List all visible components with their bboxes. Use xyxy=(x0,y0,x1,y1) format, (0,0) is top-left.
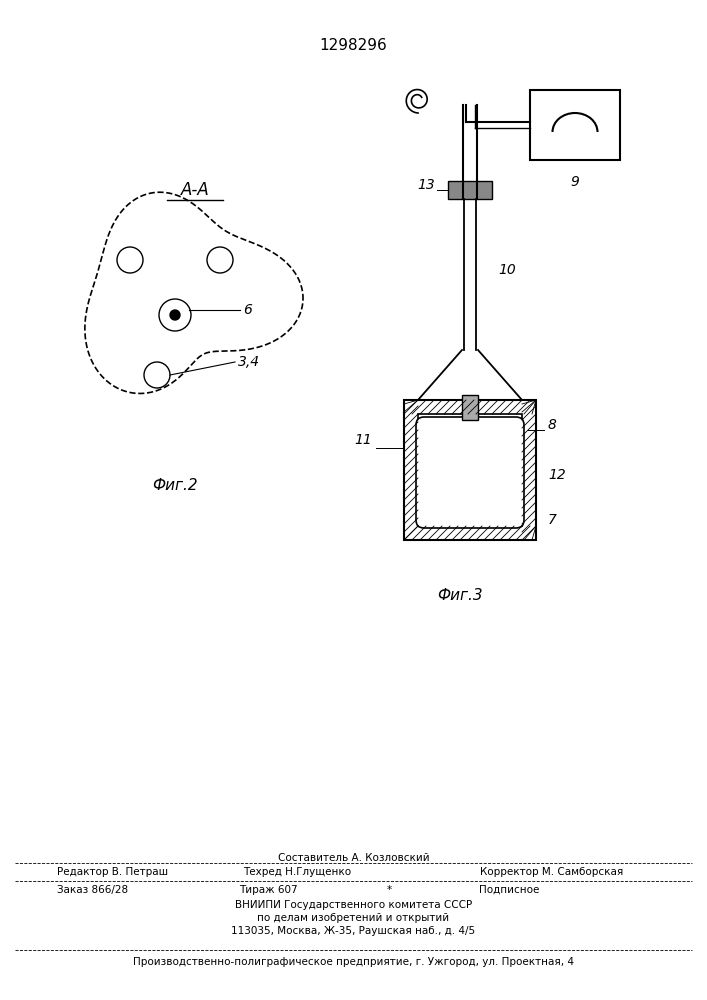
Text: Подписное: Подписное xyxy=(479,885,539,895)
FancyBboxPatch shape xyxy=(416,417,524,528)
Text: 113035, Москва, Ж-35, Раушская наб., д. 4/5: 113035, Москва, Ж-35, Раушская наб., д. … xyxy=(231,926,476,936)
Text: 3,4: 3,4 xyxy=(238,355,260,369)
Text: А-А: А-А xyxy=(180,181,209,199)
Text: 6: 6 xyxy=(243,303,252,317)
Bar xyxy=(418,414,522,526)
Bar xyxy=(404,400,536,540)
Text: 8: 8 xyxy=(548,418,557,432)
Text: Заказ 866/28: Заказ 866/28 xyxy=(57,885,128,895)
Text: ВНИИПИ Государственного комитета СССР: ВНИИПИ Государственного комитета СССР xyxy=(235,900,472,910)
Text: Фиг.3: Фиг.3 xyxy=(437,587,483,602)
Text: Составитель А. Козловский: Составитель А. Козловский xyxy=(278,853,429,863)
Text: 9: 9 xyxy=(571,175,580,189)
Text: Тираж 607: Тираж 607 xyxy=(240,885,298,895)
Bar xyxy=(530,90,620,160)
Text: 10: 10 xyxy=(498,263,515,277)
Text: *: * xyxy=(386,885,392,895)
Text: 13: 13 xyxy=(417,178,435,192)
Bar xyxy=(448,181,492,199)
Text: 12: 12 xyxy=(548,468,566,482)
Text: по делам изобретений и открытий: по делам изобретений и открытий xyxy=(257,913,450,923)
Text: 11: 11 xyxy=(354,433,372,447)
Text: Техред Н.Глущенко: Техред Н.Глущенко xyxy=(243,867,351,877)
Bar xyxy=(462,395,478,420)
Text: Редактор В. Петраш: Редактор В. Петраш xyxy=(57,867,168,877)
Text: Производственно-полиграфическое предприятие, г. Ужгород, ул. Проектная, 4: Производственно-полиграфическое предприя… xyxy=(133,957,574,967)
Text: 7: 7 xyxy=(548,513,557,527)
Text: 1298296: 1298296 xyxy=(319,37,387,52)
Text: Корректор М. Самборская: Корректор М. Самборская xyxy=(480,867,623,877)
Circle shape xyxy=(170,310,180,320)
Text: Фиг.2: Фиг.2 xyxy=(152,478,198,492)
